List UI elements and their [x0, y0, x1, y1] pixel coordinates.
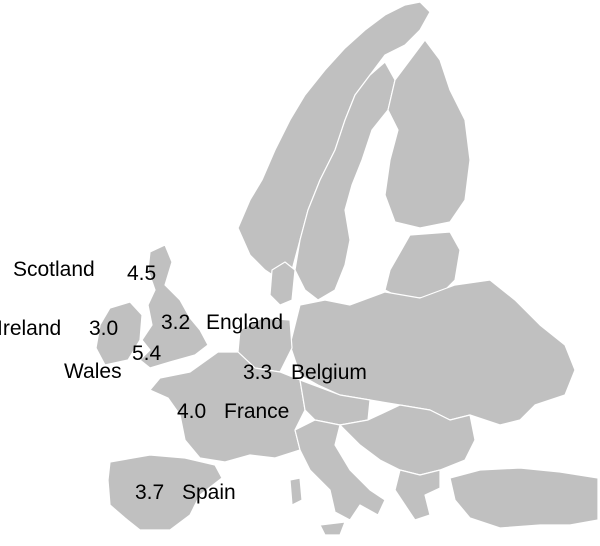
region-greece: [394, 469, 441, 521]
label-wales-value: 5.4: [132, 342, 162, 365]
label-scotland-value: 4.5: [127, 262, 157, 285]
label-ireland-name: Ireland: [0, 317, 62, 340]
region-sicily: [319, 521, 346, 536]
region-italy: [294, 419, 386, 521]
label-england-value: 3.2: [161, 311, 191, 334]
region-turkey: [449, 467, 599, 529]
region-balkans: [339, 404, 476, 476]
region-finland: [384, 39, 471, 229]
region-sweden: [294, 61, 396, 301]
label-england-name: England: [206, 311, 284, 334]
label-ireland-value: 3.0: [89, 317, 119, 340]
region-denmark: [269, 261, 296, 306]
label-wales-name: Wales: [64, 360, 122, 383]
label-france-name: France: [224, 400, 290, 423]
label-belgium-value: 3.3: [243, 361, 273, 384]
region-norway: [237, 1, 431, 281]
label-spain-name: Spain: [182, 481, 236, 504]
region-sardinia: [289, 477, 303, 506]
label-spain-value: 3.7: [135, 481, 165, 504]
label-france-value: 4.0: [177, 400, 207, 423]
region-ireland: [95, 301, 143, 366]
label-scotland-name: Scotland: [13, 258, 95, 281]
label-belgium-name: Belgium: [291, 361, 367, 384]
region-great-britain: [139, 244, 209, 369]
region-iberia: [107, 454, 223, 531]
